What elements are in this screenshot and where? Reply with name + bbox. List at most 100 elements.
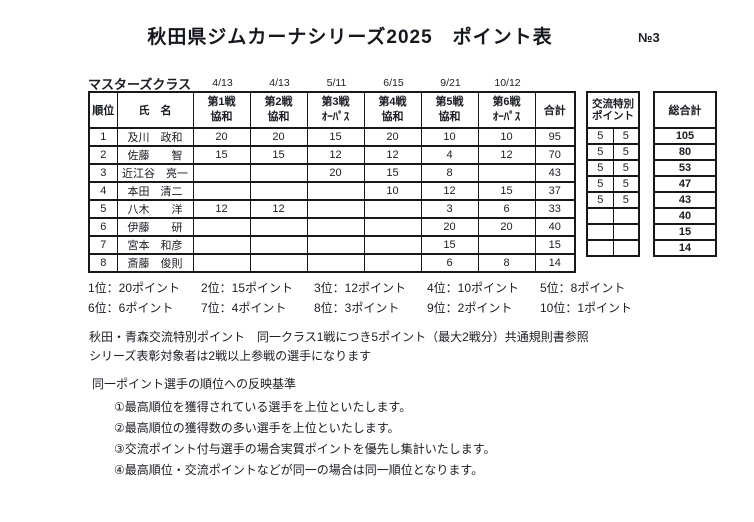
round-score-cell	[363, 253, 422, 273]
total-cell: 40	[534, 217, 576, 237]
round-title: 第2戦	[264, 96, 293, 108]
legend-entry: 10位：1ポイント	[540, 301, 633, 315]
round-score-cell: 10	[420, 127, 479, 147]
round-score-cell: 15	[192, 145, 251, 165]
round-score-cell	[306, 253, 365, 273]
round-venue: 協和	[210, 111, 233, 123]
round-date: 9/21	[440, 77, 461, 89]
grand-total-cell: 105	[653, 127, 717, 145]
legend-entry: 9位：2ポイント	[427, 301, 513, 315]
round-venue: 協和	[438, 111, 461, 123]
name-cell: 及川 政和	[116, 127, 194, 147]
round-date: 4/13	[269, 77, 290, 89]
round-score-cell	[306, 217, 365, 237]
round-score-cell	[192, 181, 251, 201]
round-dates-row: 4/13 4/13 5/11 6/15 9/21 10/12	[194, 74, 717, 90]
legend-entry: 1位：20ポイント	[88, 281, 181, 295]
criteria-item: ④最高順位・交流ポイントなどが同一の場合は同一順位となります。	[114, 463, 484, 477]
name-cell: 八木 洋	[116, 199, 194, 219]
points-legend: 1位：20ポイント 2位：15ポイント 3位：12ポイント 4位：10ポイント …	[88, 281, 653, 316]
round-score-cell	[477, 163, 536, 183]
round-title: 第4戦	[378, 96, 407, 108]
grand-total-cell: 14	[653, 239, 717, 257]
page-title: 秋田県ジムカーナシリーズ2025 ポイント表	[147, 27, 553, 48]
exchange-point-cell	[586, 239, 614, 257]
class-label: マスターズクラス	[88, 77, 192, 92]
round-date: 5/11	[326, 77, 347, 89]
legend-entry: 5位：8ポイント	[540, 281, 626, 295]
round-score-cell	[363, 235, 422, 255]
exchange-point-cell	[612, 239, 640, 257]
round-date: 4/13	[212, 77, 233, 89]
note-line: シリーズ表彰対象者は2戦以上参戦の選手になります	[89, 349, 372, 363]
exchange-point-cell: 5	[612, 175, 640, 193]
round-title: 第6戦	[492, 96, 521, 108]
col-grand-total: 総合計	[653, 91, 717, 129]
exchange-row	[586, 223, 640, 241]
exchange-point-cell: 5	[612, 143, 640, 161]
exchange-point-cell: 5	[586, 143, 614, 161]
col-round-4: 第4戦 協和	[363, 91, 422, 129]
round-score-cell	[249, 163, 308, 183]
round-score-cell: 4	[420, 145, 479, 165]
col-round-5: 第5戦 協和	[420, 91, 479, 129]
exchange-point-cell: 5	[612, 127, 640, 145]
table-row: 1 及川 政和 20 20 15 20 10 10 95	[88, 127, 576, 147]
grand-total-cell: 53	[653, 159, 717, 177]
round-score-cell: 15	[363, 163, 422, 183]
title-row: 秋田県ジムカーナシリーズ2025 ポイント表	[0, 22, 700, 49]
round-venue: 協和	[267, 111, 290, 123]
exchange-title-line1: 交流特別	[592, 98, 634, 110]
criteria-heading: 同一ポイント選手の順位への反映基準	[92, 377, 297, 391]
round-score-cell: 20	[420, 217, 479, 237]
grand-total-cell: 80	[653, 143, 717, 161]
exchange-point-cell	[586, 223, 614, 241]
grand-table-body: 105 80 53 47 43 40 15 14	[653, 127, 717, 257]
round-score-cell	[249, 181, 308, 201]
rank-cell: 3	[88, 163, 118, 183]
rank-cell: 1	[88, 127, 118, 147]
total-cell: 37	[534, 181, 576, 201]
round-score-cell: 20	[363, 127, 422, 147]
exchange-point-cell	[612, 207, 640, 225]
grand-total-table: 総合計 105 80 53 47 43 40 15 14	[653, 91, 717, 257]
round-date: 10/12	[494, 77, 521, 89]
col-exchange-points: 交流特別 ポイント	[586, 91, 640, 129]
exchange-header-row: 交流特別 ポイント	[586, 91, 640, 129]
grand-total-row: 14	[653, 239, 717, 257]
name-cell: 斎藤 俊則	[116, 253, 194, 273]
round-score-cell: 12	[249, 199, 308, 219]
criteria-item: ③交流ポイント付与選手の場合実質ポイントを優先し集計いたします。	[114, 442, 496, 456]
round-score-cell: 12	[363, 145, 422, 165]
round-score-cell	[306, 199, 365, 219]
round-venue: ｵｰﾊﾟｽ	[321, 111, 350, 123]
round-score-cell: 15	[420, 235, 479, 255]
legend-entry: 2位：15ポイント	[201, 281, 294, 295]
exchange-point-cell: 5	[612, 191, 640, 209]
grand-total-row: 40	[653, 207, 717, 225]
grand-total-cell: 43	[653, 191, 717, 209]
rank-cell: 7	[88, 235, 118, 255]
round-score-cell: 8	[420, 163, 479, 183]
col-round-1: 第1戦 協和	[192, 91, 251, 129]
round-score-cell	[192, 235, 251, 255]
grand-total-cell: 15	[653, 223, 717, 241]
grand-total-cell: 47	[653, 175, 717, 193]
round-score-cell: 20	[192, 127, 251, 147]
round-score-cell	[249, 253, 308, 273]
col-round-6: 第6戦 ｵｰﾊﾟｽ	[477, 91, 536, 129]
name-cell: 佐藤 智	[116, 145, 194, 165]
rank-cell: 2	[88, 145, 118, 165]
exchange-point-cell	[586, 207, 614, 225]
exchange-row	[586, 239, 640, 257]
round-score-cell: 12	[420, 181, 479, 201]
round-score-cell	[363, 199, 422, 219]
round-score-cell: 20	[306, 163, 365, 183]
main-table-body: 1 及川 政和 20 20 15 20 10 10 95 2 佐藤 智 15 15 12 12 4 12 70 3 近…	[88, 127, 576, 273]
